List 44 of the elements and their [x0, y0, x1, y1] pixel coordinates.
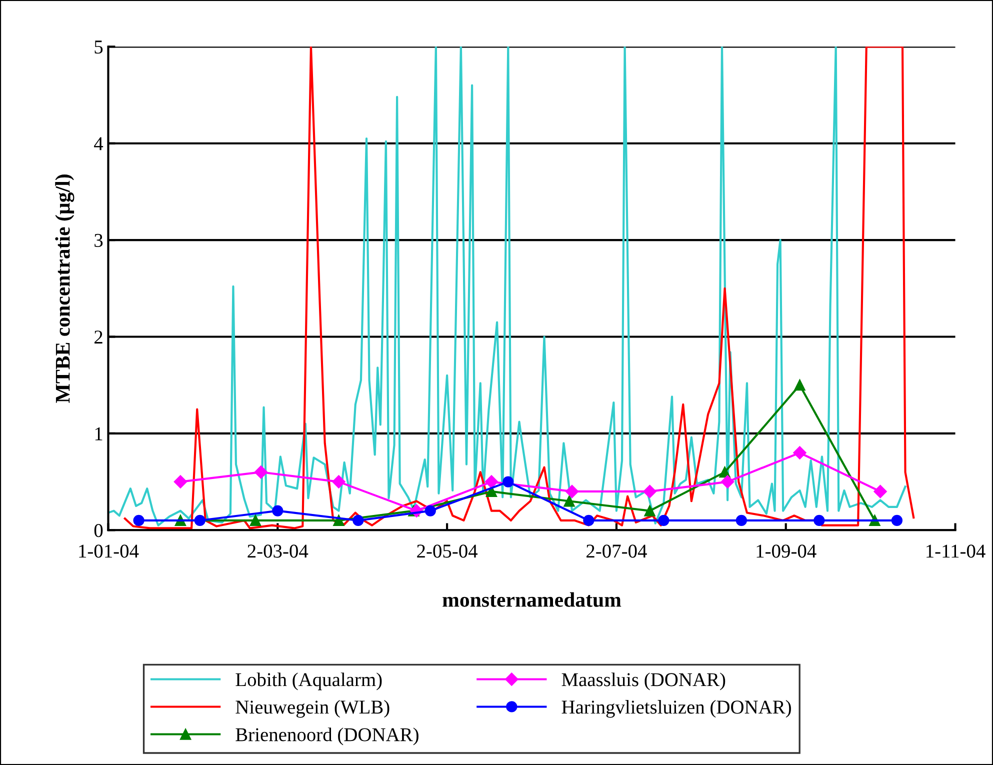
point [250, 514, 261, 526]
x-tick-label: 2-05-04 [417, 544, 478, 558]
point [174, 475, 188, 488]
y-tick-label: 2 [94, 330, 102, 344]
y-tick-label: 1 [95, 427, 102, 440]
point [565, 484, 579, 498]
point [793, 446, 806, 460]
point [814, 514, 825, 526]
y-axis-title: MTBE concentratie (µg/l) [55, 174, 74, 403]
y-tick-label: 4 [94, 137, 104, 150]
point [564, 496, 575, 507]
point [194, 514, 206, 526]
point [644, 505, 656, 516]
point [874, 484, 887, 498]
point [484, 475, 498, 488]
legend-label: Nieuwegein (WLB) [236, 700, 390, 718]
x-tick-label: 1-09-04 [756, 544, 816, 558]
legend-label: Haringvlietsluizen (DONAR) [562, 700, 791, 718]
point [332, 475, 346, 488]
legend-label: Maassluis (DONAR) [562, 672, 726, 690]
y-tick-label: 5 [94, 40, 103, 54]
x-axis-title: monsternamedatum [442, 592, 622, 607]
point [502, 476, 514, 488]
point [254, 466, 268, 479]
legend-label: Brienenoord (DONAR) [236, 728, 418, 746]
point [891, 514, 902, 526]
legend-label: Lobith (Aqualarm) [236, 672, 382, 690]
point [736, 514, 747, 526]
x-tick-label: 2-07-04 [586, 544, 647, 558]
point [583, 514, 594, 526]
point [658, 514, 670, 526]
point [486, 486, 498, 498]
x-tick-label: 2-03-04 [248, 544, 308, 558]
point [352, 514, 364, 526]
point [643, 484, 656, 498]
point [424, 505, 436, 516]
x-tick-label: 1-01-04 [79, 544, 139, 558]
point [272, 505, 284, 516]
point [794, 380, 806, 391]
y-tick-label: 0 [94, 524, 103, 538]
x-tick-label: 1-11-04 [926, 544, 986, 558]
point [720, 475, 734, 488]
y-tick-label: 3 [94, 234, 103, 247]
point [133, 514, 144, 526]
